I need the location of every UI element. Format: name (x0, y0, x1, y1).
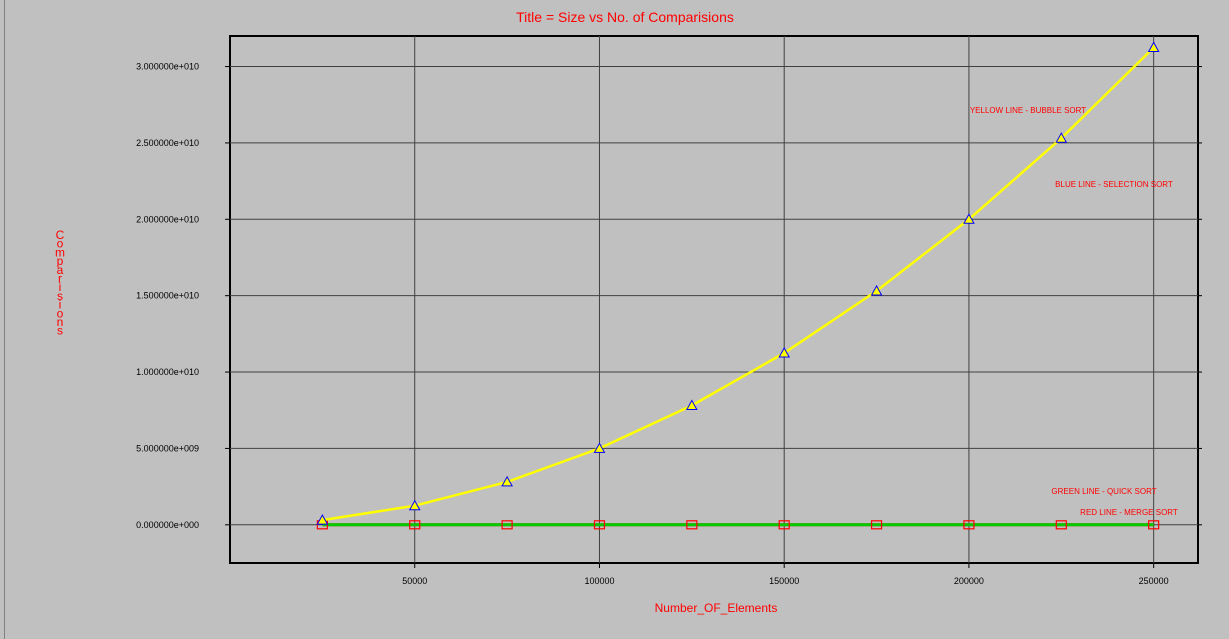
series (316, 41, 1160, 530)
y-tick-label: 0.000000e+000 (136, 520, 199, 530)
y-axis-label-char: C (56, 228, 65, 242)
merge-sort-marker (409, 520, 421, 530)
y-tick-label: 2.000000e+010 (136, 214, 199, 224)
y-axis-label-char: o (57, 306, 64, 320)
merge-sort-marker (870, 520, 883, 530)
x-tick-label: 150000 (769, 576, 799, 586)
y-axis-label-char: s (57, 289, 63, 303)
x-tick-label: 50000 (402, 576, 427, 586)
y-tick-label: 3.000000e+010 (136, 62, 199, 72)
bubble-sort-line (322, 46, 1155, 522)
y-tick-label: 5.000000e+009 (136, 443, 199, 453)
legend-quick-sort: GREEN LINE - QUICK SORT (1051, 487, 1156, 496)
y-axis-label-char: a (57, 263, 64, 277)
merge-sort-marker (778, 520, 790, 530)
merge-sort-marker (686, 520, 698, 530)
chart-title: Title = Size vs No. of Comparisions (516, 9, 734, 25)
merge-sort-marker (1148, 520, 1160, 530)
merge-sort-marker (501, 520, 513, 530)
legend-bubble-sort: YELLOW LINE - BUBBLE SORT (970, 106, 1086, 115)
y-axis-label-char: s (57, 324, 63, 338)
bubble-sort-marker (501, 475, 513, 487)
x-axis-label: Number_OF_Elements (655, 601, 778, 615)
y-axis-label: Comparisions (55, 228, 65, 338)
x-tick-label: 100000 (584, 576, 614, 586)
merge-sort-marker (1055, 520, 1067, 530)
y-axis-label-char: i (59, 280, 62, 294)
bubble-sort-marker (1147, 41, 1160, 52)
y-tick-label: 1.500000e+010 (136, 291, 199, 301)
y-axis-label-char: p (57, 254, 64, 268)
window-left-border (0, 0, 5, 639)
y-axis-label-char: n (57, 315, 64, 329)
bubble-sort-marker (1055, 132, 1068, 143)
bubble-sort-marker (593, 442, 606, 453)
x-tick-label: 250000 (1139, 576, 1169, 586)
legend-selection-sort: BLUE LINE - SELECTION SORT (1055, 180, 1173, 189)
plot-area (229, 35, 1199, 564)
bubble-sort-marker (870, 284, 883, 296)
y-axis-label-char: i (59, 298, 62, 312)
x-axis-ticks: 50000 100000 150000 200000 250000 (402, 563, 1169, 586)
bubble-sort-marker (685, 399, 698, 411)
y-tick-label: 2.500000e+010 (136, 138, 199, 148)
y-axis-label-char: m (55, 245, 65, 259)
bubble-sort-marker (963, 213, 975, 224)
bubble-sort-marker (316, 514, 329, 525)
bubble-sort-marker (408, 499, 421, 511)
y-axis-ticks: 0.000000e+000 5.000000e+009 1.000000e+010 1… (136, 62, 1202, 530)
y-tick-label: 1.000000e+010 (136, 367, 199, 377)
legend-merge-sort: RED LINE - MERGE SORT (1080, 508, 1178, 517)
bubble-sort-marker (778, 346, 791, 358)
merge-sort-marker (593, 520, 606, 530)
y-axis-label-char: o (57, 237, 64, 251)
x-tick-label: 200000 (954, 576, 984, 586)
merge-sort-marker (963, 520, 975, 530)
y-axis-label-char: r (58, 272, 62, 286)
